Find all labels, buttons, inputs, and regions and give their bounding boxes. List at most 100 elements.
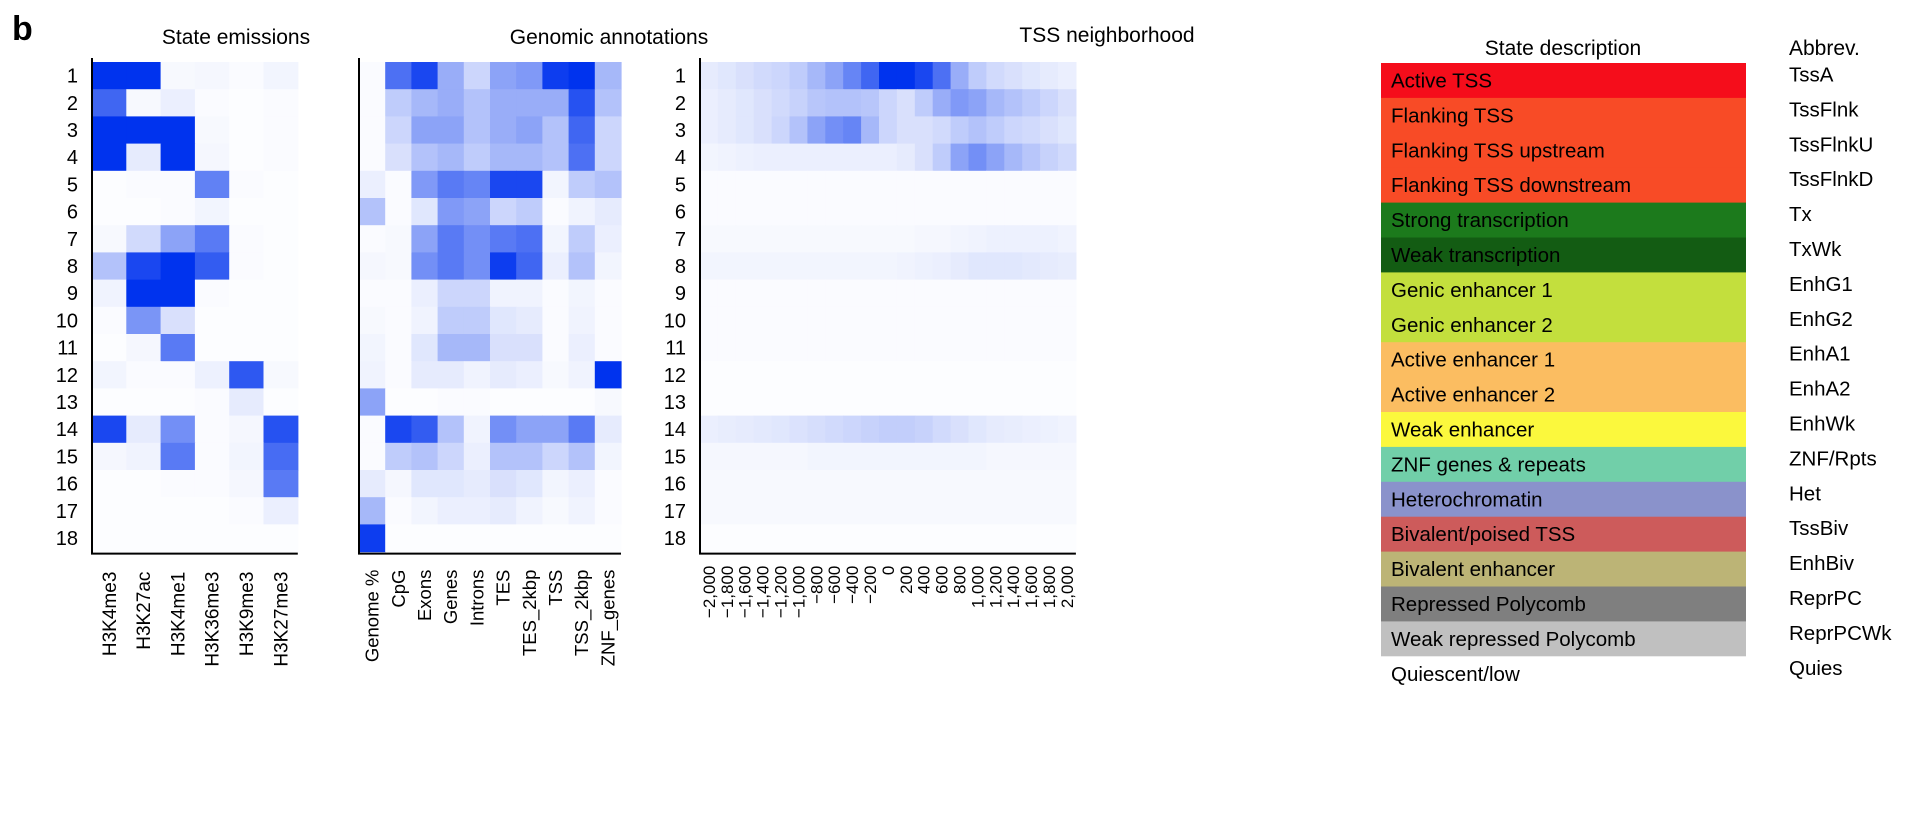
- tss-cell-r4-c13: [914, 143, 934, 172]
- tss-cell-r6-c10: [861, 198, 880, 226]
- annotation-cell-r16-c2: [385, 470, 412, 498]
- tss-cell-r17-c13: [914, 497, 934, 525]
- tss-cell-r2-c17: [986, 89, 1005, 117]
- emission-cell-r11-c5: [229, 334, 265, 362]
- tss-cell-r9-c19: [1022, 279, 1041, 308]
- state-color-swatch: [1381, 377, 1746, 413]
- tss-cell-r8-c16: [968, 252, 987, 281]
- tss-cell-r13-c11: [879, 388, 898, 417]
- annotation-cell-r16-c9: [568, 470, 596, 498]
- annotation-cell-r10-c10: [594, 306, 622, 335]
- tss-cell-r14-c14: [932, 415, 952, 444]
- annotation-cell-r10-c6: [490, 306, 517, 335]
- tss-cell-r1-c21: [1058, 62, 1077, 90]
- annotation-cell-r7-c8: [542, 225, 570, 253]
- tss-cell-r8-c1: [700, 252, 719, 281]
- annotation-cell-r2-c4: [437, 89, 465, 117]
- annotation-cell-r15-c9: [568, 442, 596, 471]
- annotation-cell-r1-c2: [385, 62, 412, 90]
- annotation-cell-r5-c4: [437, 170, 465, 199]
- tss-cell-r10-c21: [1058, 306, 1077, 335]
- emission-cell-r3-c4: [194, 116, 230, 145]
- annotation-cell-r17-c8: [542, 497, 570, 525]
- emission-cell-r4-c1: [92, 143, 127, 172]
- tss-cell-r15-c11: [879, 442, 898, 471]
- annotation-cell-r1-c8: [542, 62, 570, 90]
- tss-cell-r18-c4: [753, 524, 773, 553]
- tss-cell-r1-c19: [1022, 62, 1041, 90]
- tss-cell-r4-c14: [932, 143, 952, 172]
- tss-row-label: 5: [675, 174, 686, 196]
- annotation-cell-r1-c5: [463, 62, 491, 90]
- emission-cell-r5-c5: [229, 170, 265, 199]
- tss-cell-r5-c11: [879, 170, 898, 199]
- tss-neighborhood-heatmap: TSS neighborhood 12345678910111213141516…: [664, 24, 1195, 618]
- tss-cell-r10-c7: [807, 306, 826, 335]
- tss-cell-r7-c5: [771, 225, 791, 253]
- tss-cell-r14-c19: [1022, 415, 1041, 444]
- annotation-cell-r15-c3: [411, 442, 439, 471]
- tss-cell-r16-c14: [932, 470, 952, 498]
- tss-cell-r14-c6: [789, 415, 808, 444]
- tss-cell-r9-c2: [717, 279, 737, 308]
- tss-column-label: 1,000: [968, 566, 987, 609]
- tss-cell-r4-c10: [861, 143, 880, 172]
- tss-cell-r12-c18: [1004, 361, 1023, 389]
- tss-cell-r5-c9: [843, 170, 862, 199]
- tss-cell-r3-c3: [735, 116, 755, 145]
- tss-cell-r9-c11: [879, 279, 898, 308]
- tss-cell-r15-c1: [700, 442, 719, 471]
- emission-column-label: H3K4me3: [100, 572, 121, 657]
- tss-cell-r14-c11: [879, 415, 898, 444]
- state-color-swatch: [1381, 202, 1746, 238]
- tss-cell-r11-c5: [771, 334, 791, 362]
- annotation-cell-r17-c5: [463, 497, 491, 525]
- tss-cell-r10-c3: [735, 306, 755, 335]
- tss-cell-r5-c7: [807, 170, 826, 199]
- tss-cell-r14-c5: [771, 415, 791, 444]
- tss-cell-r15-c16: [968, 442, 987, 471]
- state-description: Flanking TSS downstream: [1391, 174, 1631, 197]
- tss-cell-r18-c19: [1022, 524, 1041, 553]
- state-color-swatch: [1381, 63, 1746, 99]
- emission-row-label: 17: [56, 501, 78, 523]
- tss-cell-r15-c13: [914, 442, 934, 471]
- annotation-column-label: Genome %: [362, 570, 383, 663]
- annotation-cell-r3-c1: [359, 116, 386, 145]
- annotation-cell-r15-c4: [437, 442, 465, 471]
- emission-row-label: 5: [67, 174, 78, 196]
- emission-row-label: 13: [56, 392, 78, 414]
- annotation-cell-r14-c5: [463, 415, 491, 444]
- state-abbrev: ReprPC: [1789, 587, 1862, 610]
- emission-cell-r13-c6: [263, 388, 299, 417]
- annotation-column-label: Exons: [414, 570, 435, 621]
- emission-cell-r7-c4: [194, 225, 230, 253]
- tss-cell-r17-c18: [1004, 497, 1023, 525]
- annotation-cell-r2-c6: [490, 89, 517, 117]
- annotation-cell-r1-c10: [594, 62, 622, 90]
- tss-cell-r4-c15: [950, 143, 970, 172]
- tss-cell-r11-c14: [932, 334, 952, 362]
- tss-cell-r2-c9: [843, 89, 862, 117]
- tss-cell-r1-c7: [807, 62, 826, 90]
- tss-cell-r4-c8: [825, 143, 844, 172]
- annotation-cell-r3-c9: [568, 116, 596, 145]
- tss-cell-r11-c7: [807, 334, 826, 362]
- tss-cell-r18-c14: [932, 524, 952, 553]
- tss-cell-r5-c18: [1004, 170, 1023, 199]
- tss-cell-r6-c13: [914, 198, 934, 226]
- annotation-cell-r4-c9: [568, 143, 596, 172]
- annotation-cell-r2-c2: [385, 89, 412, 117]
- tss-cell-r1-c6: [789, 62, 808, 90]
- annotation-cell-r11-c5: [463, 334, 491, 362]
- state-color-swatch: [1381, 97, 1746, 134]
- emission-cell-r2-c4: [194, 89, 230, 117]
- emission-cell-r8-c3: [160, 252, 196, 281]
- tss-cell-r6-c18: [1004, 198, 1023, 226]
- tss-cell-r18-c21: [1058, 524, 1077, 553]
- tss-cell-r11-c16: [968, 334, 987, 362]
- emission-cell-r8-c1: [92, 252, 127, 281]
- tss-cell-r12-c8: [825, 361, 844, 389]
- tss-cell-r6-c20: [1040, 198, 1059, 226]
- tss-cell-r11-c13: [914, 334, 934, 362]
